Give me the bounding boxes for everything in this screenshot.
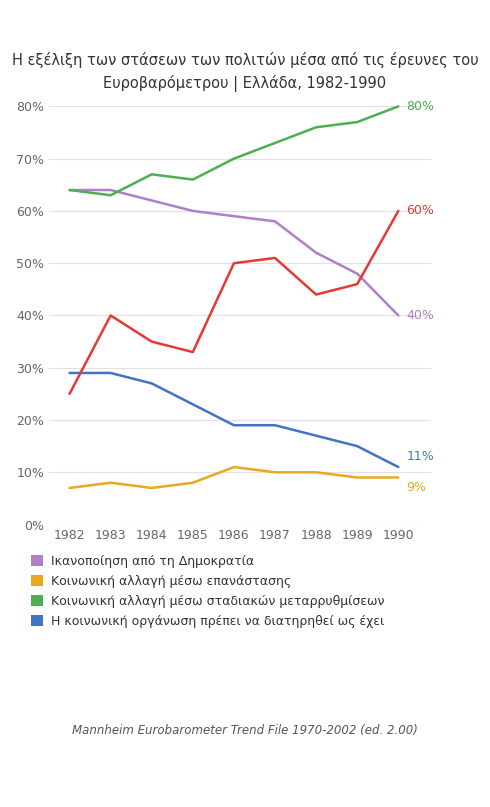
Legend: Ικανοποίηση από τη Δημοκρατία, Κοινωνική αλλαγή μέσω επανάστασης, Κοινωνική αλλα: Ικανοποίηση από τη Δημοκρατία, Κοινωνική… <box>31 555 384 628</box>
Text: 11%: 11% <box>407 450 434 463</box>
Text: 9%: 9% <box>407 482 426 495</box>
Text: 60%: 60% <box>407 204 435 217</box>
Text: Η εξέλιξη των στάσεων των πολιτών μέσα από τις έρευνες του
Ευροβαρόμετρου | Ελλά: Η εξέλιξη των στάσεων των πολιτών μέσα α… <box>12 52 478 92</box>
Text: 40%: 40% <box>407 309 435 322</box>
Text: Mannheim Eurobarometer Trend File 1970-2002 (ed. 2.00): Mannheim Eurobarometer Trend File 1970-2… <box>72 724 418 737</box>
Text: 80%: 80% <box>407 100 435 113</box>
